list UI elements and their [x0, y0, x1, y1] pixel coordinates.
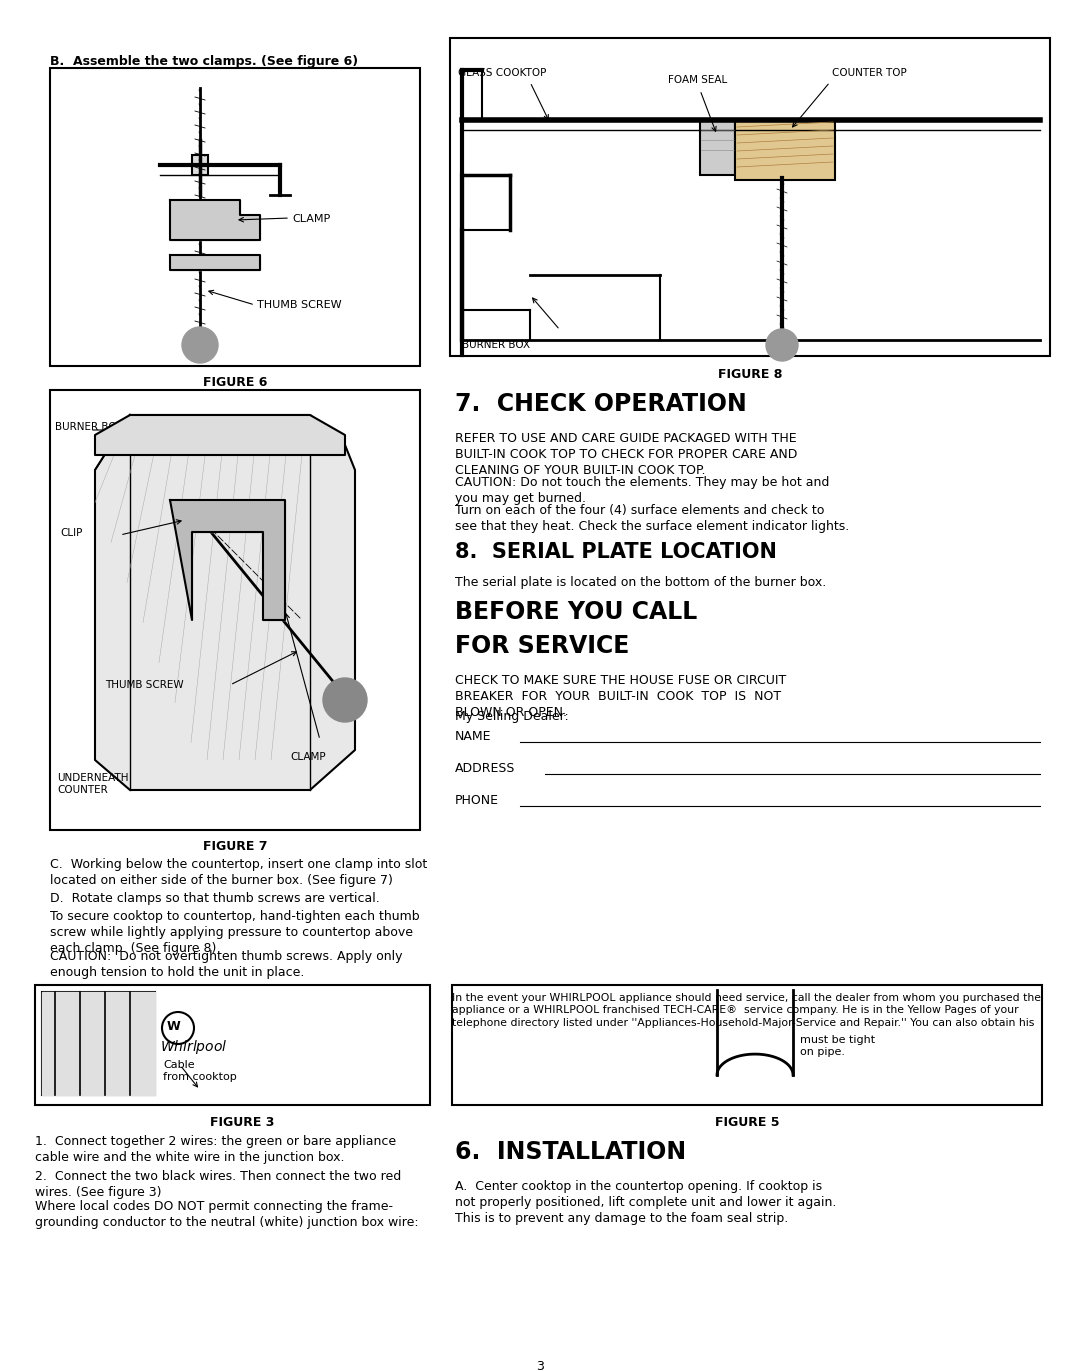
Text: FOR SERVICE: FOR SERVICE	[455, 633, 630, 658]
Text: CAUTION: Do not touch the elements. They may be hot and
you may get burned.: CAUTION: Do not touch the elements. They…	[455, 476, 829, 505]
Circle shape	[323, 679, 367, 723]
Text: Cable
from cooktop: Cable from cooktop	[163, 1060, 237, 1082]
Circle shape	[162, 1012, 194, 1043]
Text: GLASS COOKTOP: GLASS COOKTOP	[458, 69, 546, 78]
Text: UNDERNEATH
COUNTER: UNDERNEATH COUNTER	[57, 773, 129, 795]
Circle shape	[183, 328, 218, 363]
Bar	[700, 121, 735, 175]
Text: BURNER BOX: BURNER BOX	[462, 340, 530, 350]
Text: REFER TO USE AND CARE GUIDE PACKAGED WITH THE
BUILT-IN COOK TOP TO CHECK FOR PRO: REFER TO USE AND CARE GUIDE PACKAGED WIT…	[455, 432, 797, 477]
Text: CLAMP: CLAMP	[292, 214, 330, 223]
Text: CHECK TO MAKE SURE THE HOUSE FUSE OR CIRCUIT
BREAKER  FOR  YOUR  BUILT-IN  COOK : CHECK TO MAKE SURE THE HOUSE FUSE OR CIR…	[455, 675, 786, 718]
Text: CAUTION:  Do not overtighten thumb screws. Apply only
enough tension to hold the: CAUTION: Do not overtighten thumb screws…	[50, 950, 403, 979]
Text: CLAMP: CLAMP	[291, 753, 326, 762]
Bar	[450, 38, 1050, 356]
Text: COUNTER TOP: COUNTER TOP	[832, 69, 907, 78]
Text: FOAM SEAL: FOAM SEAL	[669, 75, 727, 85]
Bar	[735, 121, 835, 180]
Polygon shape	[95, 415, 345, 455]
Bar	[453, 984, 1042, 1105]
Text: Where local codes DO NOT permit connecting the frame-
grounding conductor to the: Where local codes DO NOT permit connecti…	[35, 1200, 419, 1228]
Text: CLIP: CLIP	[60, 528, 82, 537]
Text: D.  Rotate clamps so that thumb screws are vertical.: D. Rotate clamps so that thumb screws ar…	[50, 893, 380, 905]
Text: $\mathit{Whirlpool}$: $\mathit{Whirlpool}$	[160, 1038, 228, 1056]
Text: To secure cooktop to countertop, hand-tighten each thumb
screw while lightly app: To secure cooktop to countertop, hand-ti…	[50, 910, 420, 956]
Text: A.  Center cooktop in the countertop opening. If cooktop is
not properly positio: A. Center cooktop in the countertop open…	[455, 1180, 836, 1226]
Text: BEFORE YOU CALL: BEFORE YOU CALL	[455, 600, 698, 624]
Text: The serial plate is located on the bottom of the burner box.: The serial plate is located on the botto…	[455, 576, 826, 590]
Text: BURNER BOX: BURNER BOX	[55, 422, 123, 432]
Polygon shape	[170, 255, 260, 270]
Text: W: W	[167, 1020, 180, 1032]
Text: 1.  Connect together 2 wires: the green or bare appliance
cable wire and the whi: 1. Connect together 2 wires: the green o…	[35, 1135, 396, 1164]
Text: Turn on each of the four (4) surface elements and check to
see that they heat. C: Turn on each of the four (4) surface ele…	[455, 505, 849, 533]
Text: THUMB SCREW: THUMB SCREW	[105, 680, 184, 690]
Text: In the event your WHIRLPOOL appliance should need service, call the dealer from : In the event your WHIRLPOOL appliance sh…	[453, 993, 1041, 1028]
Text: FIGURE 7: FIGURE 7	[203, 840, 267, 853]
Text: THUMB SCREW: THUMB SCREW	[257, 300, 341, 310]
Text: 7.  CHECK OPERATION: 7. CHECK OPERATION	[455, 392, 746, 415]
Polygon shape	[95, 415, 355, 790]
Polygon shape	[170, 500, 285, 620]
Bar	[50, 389, 420, 829]
Polygon shape	[42, 993, 156, 1095]
Text: must be tight
on pipe.: must be tight on pipe.	[800, 1035, 875, 1057]
Text: NAME: NAME	[455, 729, 491, 743]
Text: FIGURE 5: FIGURE 5	[715, 1116, 780, 1128]
Bar	[35, 984, 430, 1105]
Text: My Selling Dealer:: My Selling Dealer:	[455, 710, 569, 723]
Text: 6.  INSTALLATION: 6. INSTALLATION	[455, 1141, 686, 1164]
Text: 2.  Connect the two black wires. Then connect the two red
wires. (See figure 3): 2. Connect the two black wires. Then con…	[35, 1169, 402, 1200]
Polygon shape	[170, 200, 260, 240]
Text: ADDRESS: ADDRESS	[455, 762, 515, 775]
Text: 8.  SERIAL PLATE LOCATION: 8. SERIAL PLATE LOCATION	[455, 542, 777, 562]
Bar	[42, 993, 156, 1095]
Circle shape	[766, 329, 798, 361]
Bar	[192, 155, 208, 175]
Text: PHONE: PHONE	[455, 794, 499, 808]
Bar	[50, 69, 420, 366]
Text: 3: 3	[536, 1360, 544, 1371]
Text: C.  Working below the countertop, insert one clamp into slot
located on either s: C. Working below the countertop, insert …	[50, 858, 428, 887]
Text: FIGURE 3: FIGURE 3	[210, 1116, 274, 1128]
Text: FIGURE 8: FIGURE 8	[718, 367, 782, 381]
Text: FIGURE 6: FIGURE 6	[203, 376, 267, 389]
Text: B.  Assemble the two clamps. (See figure 6): B. Assemble the two clamps. (See figure …	[50, 55, 359, 69]
